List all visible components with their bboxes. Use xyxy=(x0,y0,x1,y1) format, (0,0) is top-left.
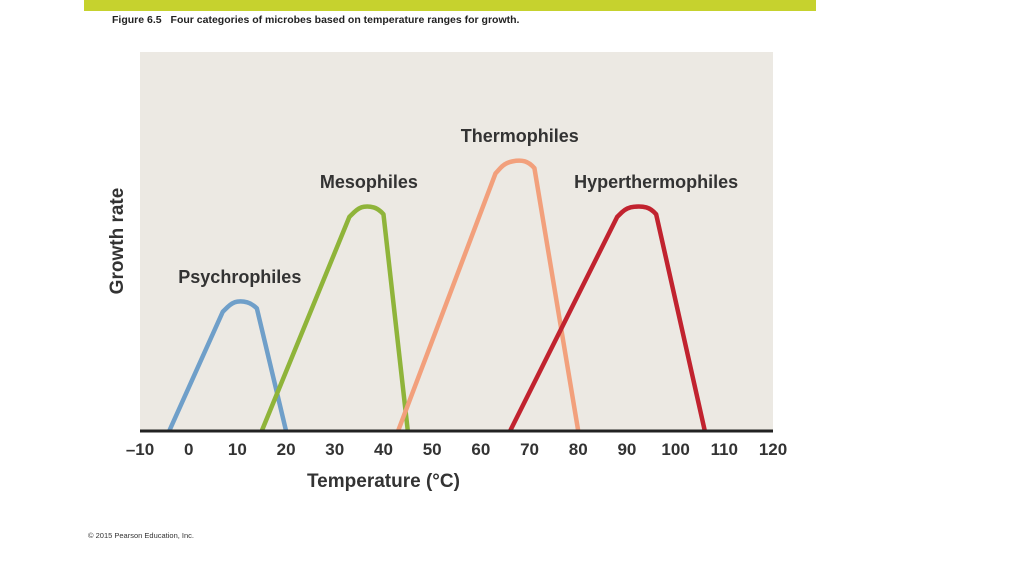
figure-number: Figure 6.5 xyxy=(112,14,162,26)
x-tick-label: 110 xyxy=(711,440,738,459)
series-label-mesophiles: Mesophiles xyxy=(320,172,418,192)
x-tick-label: 20 xyxy=(277,440,296,459)
figure-caption: Figure 6.5 Four categories of microbes b… xyxy=(112,14,519,26)
series-line-psychrophiles xyxy=(167,299,289,432)
series-line-mesophiles xyxy=(259,204,411,432)
x-tick-label: 80 xyxy=(569,440,588,459)
series-line-thermophiles xyxy=(395,158,581,432)
x-tick-label: 60 xyxy=(471,440,490,459)
x-tick-label: 90 xyxy=(617,440,636,459)
series-label-thermophiles: Thermophiles xyxy=(461,126,579,146)
series-label-psychrophiles: Psychrophiles xyxy=(178,267,301,287)
x-tick-label: 120 xyxy=(759,440,787,459)
x-tick-label: 50 xyxy=(423,440,442,459)
x-tick-label: 70 xyxy=(520,440,539,459)
copyright-notice: © 2015 Pearson Education, Inc. xyxy=(88,531,195,540)
series-label-hyperthermophiles: Hyperthermophiles xyxy=(574,172,738,192)
x-tick-label: –10 xyxy=(126,440,154,459)
series-line-hyperthermophiles xyxy=(508,204,708,433)
x-axis-label: Temperature (°C) xyxy=(307,471,460,492)
x-tick-label: 0 xyxy=(184,440,193,459)
x-tick-label: 30 xyxy=(325,440,344,459)
series-layer: Psychrophiles Mesophiles Thermophiles Hyper… xyxy=(167,126,738,433)
y-axis-label: Growth rate xyxy=(107,188,128,295)
accent-bar xyxy=(84,0,816,11)
x-tick-labels: –10 0 10 20 30 40 50 60 70 80 90 100 110 120 xyxy=(126,440,787,459)
x-tick-label: 40 xyxy=(374,440,393,459)
figure-caption-text: Four categories of microbes based on tem… xyxy=(170,14,520,26)
x-tick-label: 100 xyxy=(661,440,689,459)
plot-area xyxy=(140,52,773,431)
x-tick-label: 10 xyxy=(228,440,247,459)
